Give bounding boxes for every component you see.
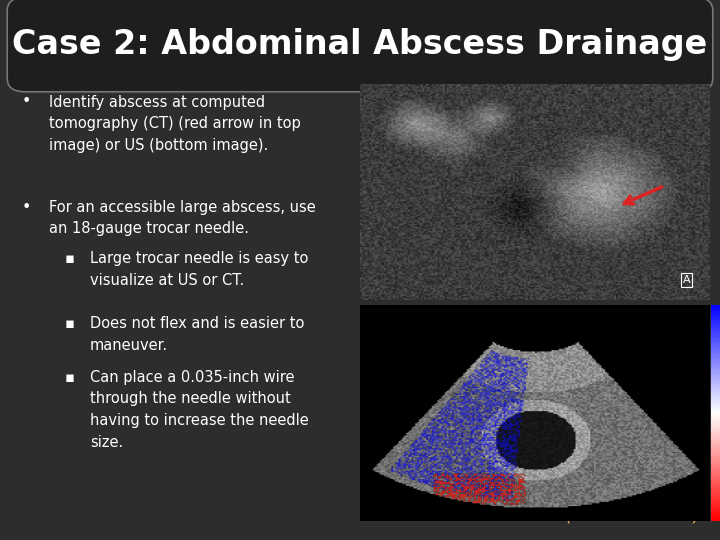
Text: Case 2: Abdominal Abscess Drainage: Case 2: Abdominal Abscess Drainage (12, 28, 708, 61)
Text: Large trocar needle is easy to
visualize at US or CT.: Large trocar needle is easy to visualize… (90, 251, 308, 288)
Text: Does not flex and is easier to
maneuver.: Does not flex and is easier to maneuver. (90, 316, 305, 353)
Text: ▪: ▪ (65, 251, 75, 266)
Text: For an accessible large abscess, use
an 18-gauge trocar needle.: For an accessible large abscess, use an … (49, 200, 315, 237)
Text: Identify abscess at computed
tomography (CT) (red arrow in top
image) or US (bot: Identify abscess at computed tomography … (49, 94, 301, 153)
Text: •: • (22, 200, 31, 215)
Text: (Case continues.): (Case continues.) (567, 509, 700, 524)
Text: Can place a 0.035-inch wire
through the needle without
having to increase the ne: Can place a 0.035-inch wire through the … (90, 370, 309, 450)
Text: ▪: ▪ (65, 316, 75, 331)
Text: A: A (683, 275, 690, 285)
Text: •: • (22, 94, 31, 110)
FancyBboxPatch shape (7, 0, 713, 92)
Text: ▪: ▪ (65, 370, 75, 385)
